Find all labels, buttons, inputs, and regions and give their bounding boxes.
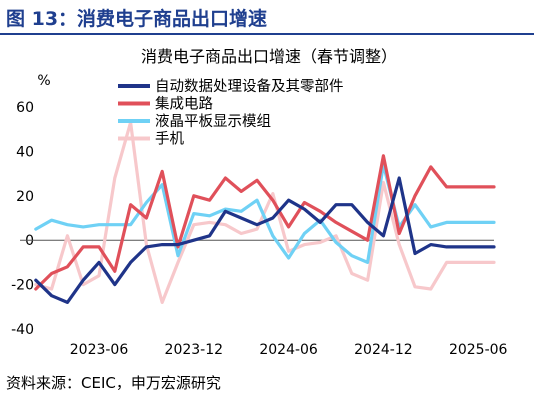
series-line-4 <box>34 120 496 304</box>
source-note: 资料来源：CEIC，申万宏源研究 <box>6 374 221 392</box>
y-tick-label: 20 <box>16 189 34 205</box>
legend-label: 手机 <box>155 131 184 148</box>
series-line-3 <box>34 163 496 264</box>
y-tick-label: 60 <box>16 100 34 116</box>
legend-label: 液晶平板显示模组 <box>155 112 271 130</box>
x-tick-label: 2024-06 <box>259 342 318 358</box>
series-line-1 <box>34 176 496 304</box>
y-tick-label: 0 <box>25 233 34 249</box>
title-divider <box>0 33 534 35</box>
legend-label: 自动数据处理设备及其零部件 <box>155 78 344 95</box>
x-tick-label: 2024-12 <box>354 342 413 358</box>
series-line-2 <box>34 154 496 291</box>
y-axis-unit: % <box>37 73 50 89</box>
x-tick-label: 2023-06 <box>70 342 129 358</box>
x-tick-label: 2025-06 <box>449 342 508 358</box>
line-chart: 消费电子商品出口增速（春节调整） % -40 -20 0 20 40 60 2023-06… <box>11 47 508 358</box>
figure-header: 图 13：消费电子商品出口增速 <box>0 0 534 36</box>
x-tick-label: 2023-12 <box>165 342 224 358</box>
y-tick-label: -20 <box>11 278 34 294</box>
legend-label: 集成电路 <box>155 96 213 113</box>
chart-title: 消费电子商品出口增速（春节调整） <box>141 47 397 66</box>
figure-title: 图 13：消费电子商品出口增速 <box>6 8 268 30</box>
y-tick-label: 40 <box>16 144 34 160</box>
y-tick-label: -40 <box>11 322 34 338</box>
